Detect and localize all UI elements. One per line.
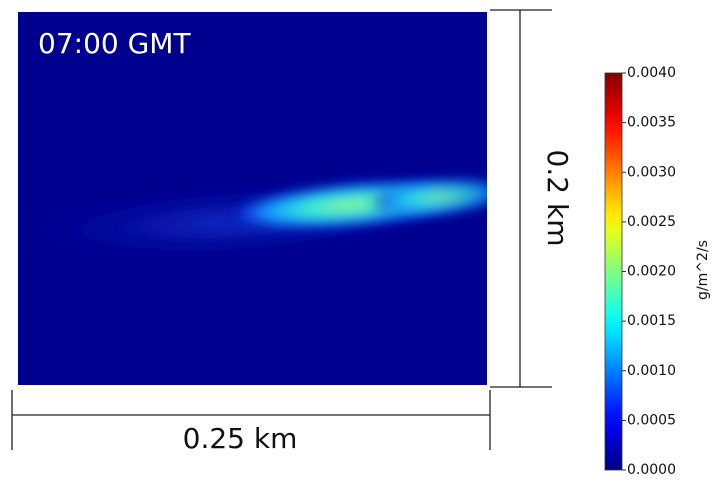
colorbar-tick-label: 0.0030 bbox=[627, 164, 676, 180]
colorbar-tick-label: 0.0010 bbox=[627, 363, 676, 379]
colorbar-tick-label: 0.0025 bbox=[627, 214, 676, 230]
x-scale-label: 0.25 km bbox=[183, 422, 298, 455]
colorbar-tick-label: 0.0035 bbox=[627, 115, 676, 131]
colorbar-tick-label: 0.0020 bbox=[627, 264, 676, 280]
colorbar-tick-label: 0.0005 bbox=[627, 412, 676, 428]
colorbar-tick-label: 0.0000 bbox=[627, 462, 676, 478]
plume bbox=[18, 168, 487, 264]
colorbar-label: g/m^2/s bbox=[695, 240, 711, 300]
colorbar bbox=[604, 72, 623, 471]
scale-bars bbox=[11, 9, 552, 450]
chart-title: 07:00 GMT bbox=[38, 27, 191, 60]
y-scale-label: 0.2 km bbox=[541, 150, 574, 247]
colorbar-tick-label: 0.0040 bbox=[627, 65, 676, 81]
colorbar-tick-label: 0.0015 bbox=[627, 313, 676, 329]
